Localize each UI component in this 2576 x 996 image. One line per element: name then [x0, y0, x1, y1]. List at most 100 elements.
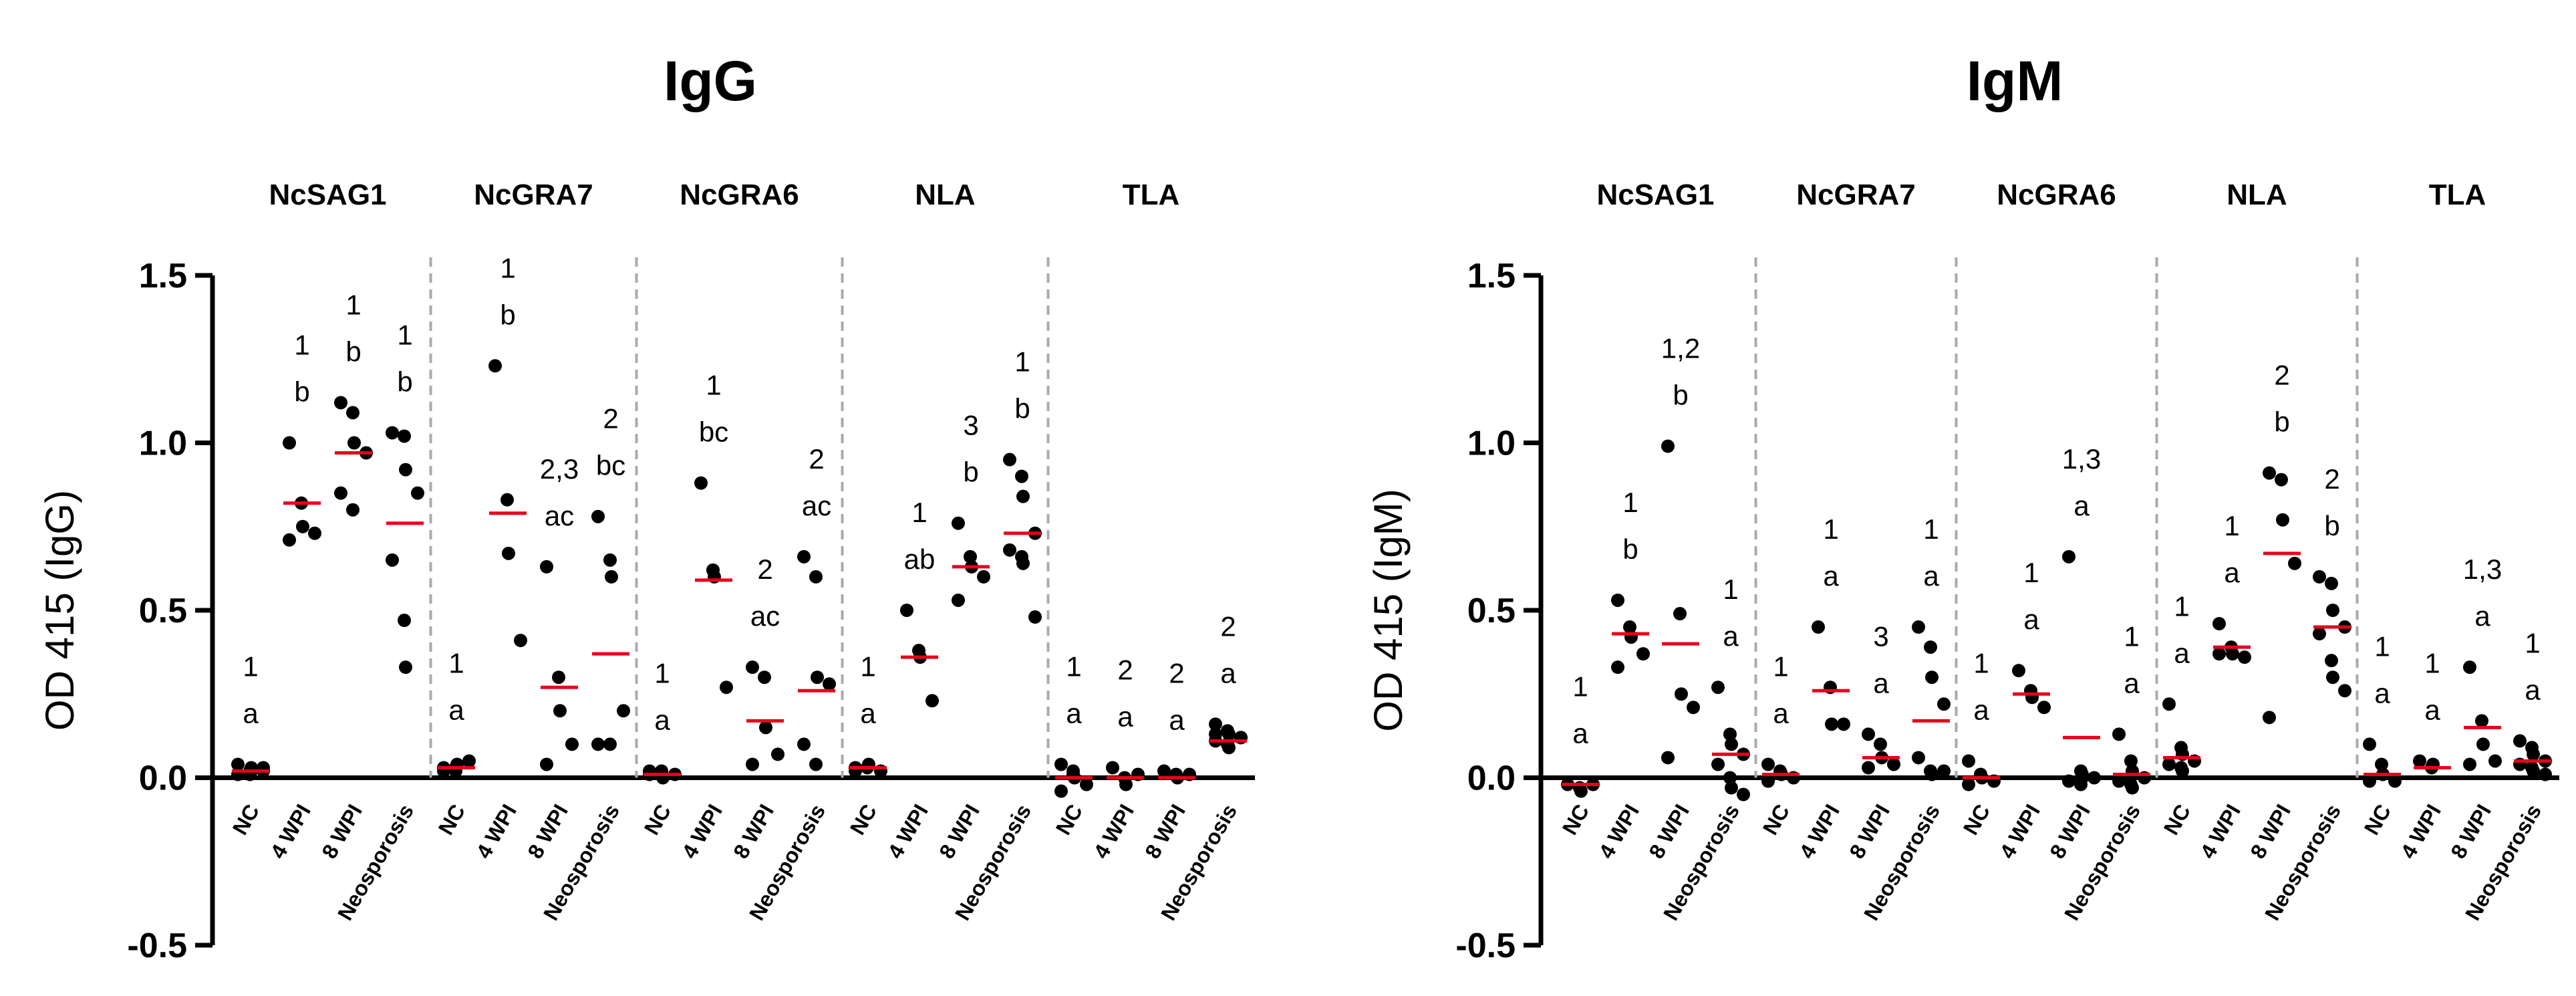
x-category-label: NC	[1051, 800, 1087, 839]
data-point	[2476, 737, 2490, 751]
data-point	[900, 604, 913, 617]
x-category-label: 8 WPI	[728, 800, 778, 862]
data-point	[411, 486, 424, 500]
data-point	[1611, 593, 1624, 607]
data-point	[2338, 684, 2351, 698]
x-category-label: 4 WPI	[1794, 800, 1844, 862]
sig-letter: a	[1823, 560, 1839, 592]
sig-number: 1	[345, 289, 361, 320]
data-point	[603, 553, 617, 567]
x-category-label: 4 WPI	[1594, 800, 1644, 862]
x-category-label: 4 WPI	[2195, 800, 2245, 862]
data-point	[746, 757, 759, 771]
data-point	[2313, 570, 2326, 584]
sig-letter: a	[2023, 604, 2039, 635]
data-point	[1812, 620, 1825, 634]
sig-letter: a	[1117, 701, 1133, 732]
sig-letter: a	[654, 704, 670, 735]
sig-letter: ac	[750, 600, 780, 632]
data-point	[552, 670, 565, 684]
data-point	[540, 559, 553, 574]
sig-number: 2	[2324, 463, 2339, 495]
x-category-label: NC	[1959, 800, 1995, 839]
x-category-label: 8 WPI	[2045, 800, 2095, 862]
data-point	[2162, 757, 2176, 771]
data-point	[1222, 741, 1236, 755]
antigen-label: NcGRA6	[1997, 178, 2116, 211]
data-point	[2062, 549, 2076, 564]
data-point	[2463, 757, 2476, 771]
data-point	[346, 503, 360, 517]
antigen-label: NcSAG1	[1596, 178, 1714, 211]
data-point	[2162, 697, 2176, 711]
sig-number: 1,3	[2463, 553, 2502, 585]
sig-number: 1	[294, 330, 309, 361]
sig-number: 2	[1117, 654, 1133, 685]
data-point	[1003, 543, 1016, 557]
data-point	[2076, 771, 2089, 785]
sig-number: 1	[2525, 627, 2540, 658]
data-point	[1080, 777, 1093, 791]
data-point	[553, 704, 567, 718]
sig-number: 1	[1823, 513, 1838, 545]
data-point	[2463, 660, 2476, 674]
data-point	[1962, 754, 1975, 768]
data-point	[1723, 727, 1737, 741]
sig-number: 1	[654, 657, 670, 689]
x-category-label: 8 WPI	[317, 800, 367, 862]
data-point	[346, 406, 360, 420]
y-tick-label: 1.5	[1467, 257, 1516, 295]
sig-letter: a	[2224, 557, 2240, 588]
data-point	[398, 614, 411, 628]
data-point	[514, 634, 527, 648]
sig-letter: ac	[545, 500, 574, 531]
y-tick-label: 0.0	[1467, 759, 1516, 798]
data-point	[2212, 647, 2226, 661]
data-point	[1028, 610, 1042, 624]
data-point	[2124, 754, 2138, 768]
data-point	[399, 660, 412, 674]
data-point	[1924, 640, 1937, 654]
sig-number: 2	[1169, 657, 1184, 689]
antigen-label: NcGRA6	[680, 178, 799, 211]
x-category-label: NC	[2159, 800, 2195, 839]
data-point	[565, 737, 579, 751]
data-point	[1711, 757, 1725, 771]
sig-letter: ab	[904, 543, 936, 575]
x-category-label: 4 WPI	[1995, 800, 2045, 862]
data-point	[617, 704, 630, 718]
sig-letter: a	[860, 697, 876, 729]
data-point	[809, 757, 823, 771]
data-point	[1711, 680, 1725, 695]
data-point	[1054, 784, 1068, 798]
data-point	[1222, 727, 1236, 741]
sig-letter: a	[1923, 560, 1939, 592]
data-point	[2126, 781, 2139, 795]
data-point	[2388, 774, 2402, 788]
data-point	[1675, 687, 1688, 701]
x-category-label: NC	[434, 800, 470, 839]
data-point	[720, 680, 733, 695]
data-point	[694, 476, 708, 490]
data-point	[1106, 761, 1119, 775]
sig-letter: a	[448, 694, 464, 725]
data-point	[1862, 761, 1875, 775]
antigen-label: TLA	[1123, 178, 1180, 211]
sig-number: 1	[2424, 647, 2440, 678]
sig-number: 2	[757, 553, 772, 585]
data-point	[771, 747, 784, 761]
data-point	[746, 660, 759, 674]
sig-letter: a	[243, 697, 259, 729]
sig-number: 1	[1973, 647, 1989, 678]
data-point	[1925, 767, 1939, 781]
data-point	[2363, 737, 2376, 751]
data-point	[1016, 489, 1030, 503]
data-point	[308, 526, 321, 540]
data-point	[296, 519, 309, 533]
data-point	[502, 546, 515, 560]
sig-letter: a	[1873, 667, 1889, 699]
sig-letter: b	[397, 366, 412, 397]
data-point	[2238, 650, 2251, 664]
x-category-label: 8 WPI	[1644, 800, 1694, 862]
